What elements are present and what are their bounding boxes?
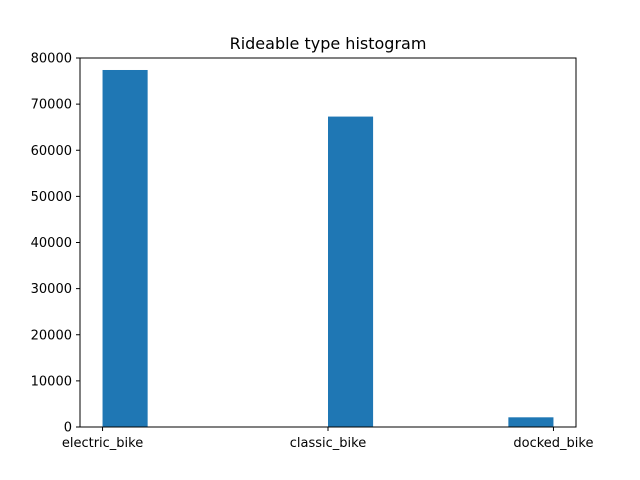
bar-classic-bike [328,116,374,428]
bar-electric-bike [102,69,148,428]
y-tick-label: 0 [64,421,72,436]
y-tick-label: 60000 [31,144,72,159]
x-tick-label: classic_bike [290,436,366,451]
y-tick-label: 40000 [31,236,72,251]
bars-layer [102,69,554,428]
y-tick-label: 50000 [31,190,72,205]
bar-docked-bike [508,417,554,427]
x-tick-label: electric_bike [62,436,143,451]
chart-title: Rideable type histogram [230,34,427,53]
y-tick-label: 80000 [31,52,72,67]
y-tick-label: 70000 [31,98,72,113]
x-tick-label: docked_bike [513,436,593,451]
y-tick-label: 30000 [31,282,72,297]
axes-layer: 0 10000 20000 30000 40000 50000 60000 70000 8000… [31,52,594,452]
y-tick-label: 10000 [31,374,72,389]
y-tick-label: 20000 [31,328,72,343]
